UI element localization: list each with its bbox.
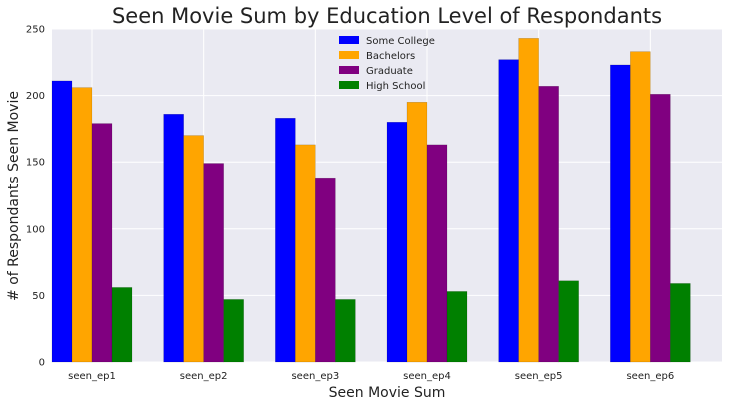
legend-label: Bachelors bbox=[366, 51, 415, 62]
bar bbox=[275, 117, 296, 363]
bar bbox=[670, 283, 691, 363]
bar bbox=[203, 163, 224, 363]
bar bbox=[51, 80, 73, 363]
bar bbox=[538, 86, 559, 363]
y-axis-ticks: 0 50 100 150 200 250 bbox=[26, 25, 45, 369]
bar bbox=[630, 51, 651, 363]
bar bbox=[335, 299, 356, 363]
legend-label: High School bbox=[366, 81, 425, 92]
x-axis-ticks: seen_ep1 seen_ep2 seen_ep3 seen_ep4 seen_ep5… bbox=[68, 371, 674, 382]
x-axis-title: Seen Movie Sum bbox=[329, 385, 446, 401]
x-tick-label: seen_ep4 bbox=[403, 371, 451, 382]
x-tick-label: seen_ep2 bbox=[180, 371, 228, 382]
x-tick-label: seen_ep6 bbox=[626, 371, 674, 382]
legend-label: Some College bbox=[366, 36, 435, 47]
y-tick-label: 250 bbox=[26, 25, 45, 36]
bar bbox=[111, 287, 133, 363]
chart-title: Seen Movie Sum by Education Level of Res… bbox=[112, 4, 662, 28]
legend-swatch bbox=[339, 36, 359, 44]
legend-swatch bbox=[339, 51, 359, 59]
bar bbox=[650, 94, 671, 363]
bar bbox=[315, 177, 336, 363]
y-tick-label: 100 bbox=[26, 224, 45, 235]
legend-swatch bbox=[339, 81, 359, 89]
bar bbox=[426, 144, 448, 363]
bar bbox=[183, 135, 204, 363]
y-tick-label: 150 bbox=[26, 158, 45, 169]
bars bbox=[51, 38, 691, 363]
bar bbox=[558, 280, 579, 363]
bar bbox=[406, 102, 428, 363]
bar bbox=[446, 291, 468, 363]
bar bbox=[91, 123, 113, 363]
bar bbox=[223, 299, 244, 363]
bar bbox=[386, 121, 408, 363]
legend-label: Graduate bbox=[366, 66, 413, 77]
bar bbox=[295, 144, 316, 363]
y-tick-label: 0 bbox=[39, 358, 45, 369]
bar bbox=[498, 59, 519, 363]
x-tick-label: seen_ep3 bbox=[291, 371, 339, 382]
bar bbox=[610, 64, 631, 363]
y-tick-label: 200 bbox=[26, 91, 45, 102]
bar bbox=[71, 87, 93, 363]
y-axis-title: # of Respondants Seen Movie bbox=[6, 91, 22, 301]
legend-swatch bbox=[339, 66, 359, 74]
bar bbox=[518, 38, 539, 363]
bar bbox=[163, 113, 184, 363]
legend: Some College Bachelors Graduate High School bbox=[339, 36, 435, 92]
y-tick-label: 50 bbox=[32, 291, 45, 302]
x-tick-label: seen_ep1 bbox=[68, 371, 116, 382]
x-tick-label: seen_ep5 bbox=[515, 371, 563, 382]
